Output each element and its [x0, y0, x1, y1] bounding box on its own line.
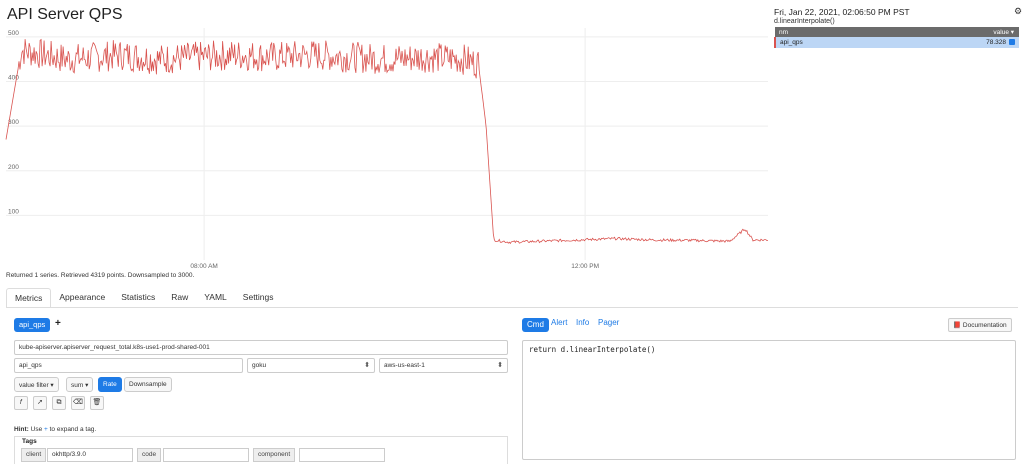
hint-pre: Use — [30, 426, 43, 433]
tags-panel: Tags client okhttp/3.9.0 code component — [14, 436, 508, 464]
tag-key-client: client — [21, 448, 47, 462]
legend-checkbox[interactable] — [1009, 39, 1015, 46]
tab-appearance[interactable]: Appearance — [59, 292, 106, 302]
legend-timestamp: Fri, Jan 22, 2021, 02:06:50 PM PST — [774, 7, 910, 17]
tag-value-code[interactable] — [163, 448, 249, 462]
y-tick-label-100: 100 — [8, 208, 19, 215]
tags-title: Tags — [22, 438, 37, 445]
page-title: API Server QPS — [7, 6, 123, 23]
namespace-value: goku — [252, 362, 267, 369]
editor-tabs: Metrics Appearance Statistics Raw YAML S… — [6, 288, 282, 308]
legend-col-value[interactable]: value ▾ — [887, 27, 1019, 37]
qps-chart[interactable]: 100 200 300 400 500 08:00 AM 12:00 PM — [0, 28, 770, 273]
hint-post: to expand a tag. — [49, 426, 97, 433]
tab-cmd[interactable]: Cmd — [522, 318, 549, 332]
metric-input[interactable]: kube-apiserver.apiserver_request_total.k… — [14, 340, 508, 355]
value-filter-dropdown[interactable]: value filter ▾ — [14, 377, 59, 392]
x-tick-label-1: 12:00 PM — [571, 263, 599, 270]
tab-metrics[interactable]: Metrics — [6, 288, 52, 308]
function-icon[interactable]: 𝑓 — [14, 396, 28, 410]
rate-button[interactable]: Rate — [98, 377, 122, 392]
region-value: aws-us-east-1 — [384, 362, 425, 369]
tab-settings[interactable]: Settings — [242, 292, 274, 302]
alias-input[interactable]: api_qps — [14, 358, 243, 373]
tag-key-code: code — [137, 448, 162, 462]
add-query-button[interactable]: + — [55, 318, 61, 329]
legend-table: nm value ▾ api_qps 78.328 — [774, 27, 1020, 48]
cmd-editor[interactable]: return d.linearInterpolate() — [522, 340, 1016, 460]
x-tick-label-0: 08:00 AM — [190, 263, 217, 270]
legend-row[interactable]: api_qps 78.328 — [774, 37, 1019, 48]
trash-icon[interactable]: 🗑 — [90, 396, 104, 410]
tab-statistics[interactable]: Statistics — [121, 292, 156, 302]
hint-plus: + — [44, 426, 48, 433]
tab-raw[interactable]: Raw — [171, 292, 189, 302]
query-tab-api-qps[interactable]: api_qps — [14, 318, 51, 332]
legend-function: d.linearInterpolate() — [774, 18, 835, 25]
y-tick-label-500: 500 — [8, 30, 19, 37]
region-select[interactable]: aws-us-east-1 — [379, 358, 508, 373]
documentation-button[interactable]: 📕 Documentation — [948, 318, 1012, 332]
tab-yaml[interactable]: YAML — [204, 292, 227, 302]
tag-key-component: component — [253, 448, 296, 462]
y-tick-label-200: 200 — [8, 164, 19, 171]
eraser-icon[interactable]: ⌫ — [71, 396, 85, 410]
tab-pager[interactable]: Pager — [598, 318, 620, 327]
y-tick-label-300: 300 — [8, 119, 19, 126]
legend-col-name[interactable]: nm — [775, 27, 888, 37]
hint-text: Hint: Use + to expand a tag. — [14, 426, 96, 433]
tab-info[interactable]: Info — [576, 318, 590, 327]
legend-row-value-cell: 78.328 — [887, 37, 1019, 48]
namespace-select[interactable]: goku — [247, 358, 375, 373]
tab-divider — [6, 307, 1018, 308]
tag-value-client[interactable]: okhttp/3.9.0 — [47, 448, 133, 462]
tab-alert[interactable]: Alert — [551, 318, 568, 327]
gear-icon[interactable]: ⚙ — [1014, 6, 1023, 16]
aggregator-dropdown[interactable]: sum ▾ — [66, 377, 94, 392]
tag-value-component[interactable] — [299, 448, 385, 462]
chart-svg[interactable]: 100 200 300 400 500 08:00 AM 12:00 PM — [0, 28, 770, 273]
rocket-icon[interactable]: ➚ — [33, 396, 47, 410]
legend-row-name: api_qps — [774, 37, 888, 48]
series-line-api-qps — [5, 38, 768, 245]
y-tick-label-400: 400 — [8, 75, 19, 82]
stats-summary: Returned 1 series. Retrieved 4319 points… — [6, 272, 195, 279]
copy-icon[interactable]: ⧉ — [52, 396, 66, 410]
downsample-button[interactable]: Downsample — [124, 377, 172, 392]
hint-label: Hint: — [14, 426, 29, 433]
legend-row-value: 78.328 — [986, 39, 1006, 46]
